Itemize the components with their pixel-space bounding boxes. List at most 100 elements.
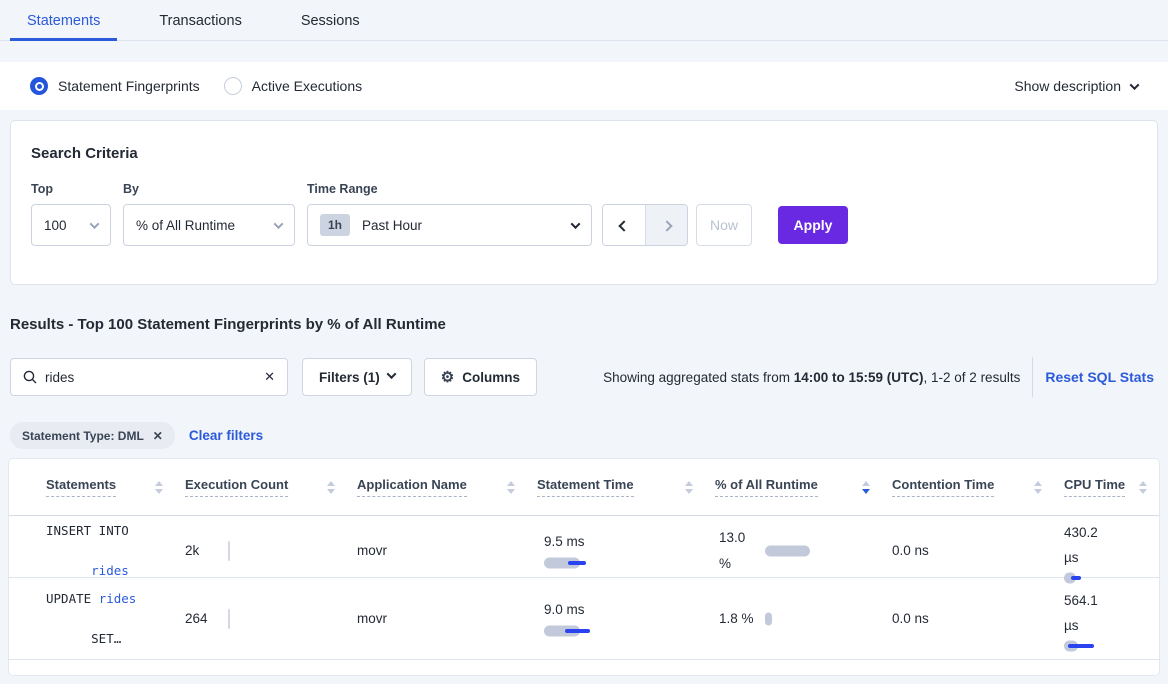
chevron-down-icon bbox=[1129, 79, 1140, 90]
runtime-pct-cell: 13.0 % bbox=[715, 516, 892, 585]
statement-time-cell: 9.0 ms bbox=[537, 578, 715, 659]
by-select[interactable]: % of All Runtime bbox=[123, 204, 295, 246]
sort-icon[interactable] bbox=[685, 480, 693, 494]
cpu-time-bar bbox=[1064, 639, 1134, 653]
columns-button-label: Columns bbox=[462, 369, 520, 385]
search-criteria-card: Search Criteria Top 100 By % of All Runt… bbox=[10, 120, 1158, 285]
execution-count-cell: 2k bbox=[185, 516, 357, 585]
statement-fingerprint-cell[interactable]: INSERT INTO rides bbox=[46, 522, 129, 578]
cpu-time-cell: 564.1 µs bbox=[1064, 578, 1159, 659]
chevron-down-icon bbox=[89, 218, 100, 229]
runtime-pct-bar bbox=[765, 612, 835, 626]
columns-button[interactable]: ⚙ Columns bbox=[423, 358, 537, 396]
chevron-down-icon bbox=[386, 369, 397, 380]
time-range-value: Past Hour bbox=[362, 217, 423, 233]
execution-count-cell: 264 bbox=[185, 578, 357, 659]
table-row[interactable]: INSERT INTO rides 2k movr 9.5 ms 13.0 % … bbox=[9, 516, 1159, 584]
by-label: By bbox=[123, 182, 139, 196]
remove-filter-icon[interactable]: ✕ bbox=[152, 428, 163, 443]
next-time-range-button[interactable] bbox=[645, 205, 687, 245]
radio-unselected-icon bbox=[223, 77, 242, 95]
top-label: Top bbox=[31, 182, 53, 196]
statement-link[interactable]: rides bbox=[98, 590, 137, 606]
filter-chip-label: Statement Type: DML bbox=[22, 428, 144, 443]
clear-filters-link[interactable]: Clear filters bbox=[188, 428, 264, 443]
runtime-pct-bar bbox=[765, 544, 835, 558]
results-title: Results - Top 100 Statement Fingerprints… bbox=[10, 316, 446, 333]
sort-icon[interactable] bbox=[1139, 480, 1147, 494]
contention-time-cell: 0.0 ns bbox=[892, 611, 929, 626]
results-controls: ✕ Filters (1) ⚙ Columns Showing aggregat… bbox=[10, 357, 1158, 397]
radio-selected-icon bbox=[30, 77, 48, 95]
now-button[interactable]: Now bbox=[696, 204, 752, 246]
aggregated-stats-text: Showing aggregated stats from 14:00 to 1… bbox=[603, 370, 1020, 385]
statement-time-bar bbox=[544, 624, 614, 638]
page-tabs: Statements Transactions Sessions bbox=[0, 0, 1168, 41]
column-header-cpu-time[interactable]: CPU Time bbox=[1064, 477, 1159, 497]
time-range-label: Time Range bbox=[307, 182, 378, 196]
radio-active-executions-label: Active Executions bbox=[251, 78, 363, 94]
sort-icon[interactable] bbox=[327, 480, 335, 494]
chevron-down-icon bbox=[273, 218, 284, 229]
statement-time-bar bbox=[544, 556, 614, 570]
sort-icon[interactable] bbox=[1034, 480, 1042, 494]
view-toggle-bar: Statement Fingerprints Active Executions… bbox=[0, 62, 1168, 110]
column-header-execution-count[interactable]: Execution Count bbox=[185, 477, 357, 497]
radio-active-executions[interactable]: Active Executions bbox=[223, 77, 363, 95]
filters-button-label: Filters (1) bbox=[319, 369, 380, 385]
top-select[interactable]: 100 bbox=[31, 204, 111, 246]
statement-link[interactable]: rides bbox=[91, 562, 129, 578]
previous-time-range-button[interactable] bbox=[603, 205, 645, 245]
table-header-row: Statements Execution Count Application N… bbox=[9, 459, 1159, 516]
statement-time-cell: 9.5 ms bbox=[537, 516, 715, 585]
search-criteria-title: Search Criteria bbox=[31, 145, 138, 162]
column-header-contention-time[interactable]: Contention Time bbox=[892, 477, 1064, 497]
column-header-statement-time[interactable]: Statement Time bbox=[537, 477, 715, 497]
results-search-box: ✕ bbox=[10, 358, 288, 396]
runtime-pct-cell: 1.8 % bbox=[715, 578, 892, 659]
filter-chip-statement-type[interactable]: Statement Type: DML ✕ bbox=[10, 422, 175, 449]
reset-sql-stats-link[interactable]: Reset SQL Stats bbox=[1045, 369, 1154, 385]
show-description-toggle[interactable]: Show description bbox=[1014, 78, 1140, 94]
tab-sessions[interactable]: Sessions bbox=[300, 13, 360, 29]
time-range-badge: 1h bbox=[320, 214, 351, 236]
time-range-select[interactable]: 1h Past Hour bbox=[307, 204, 592, 246]
stats-suffix: , 1-2 of 2 results bbox=[923, 369, 1021, 385]
column-header-application-name[interactable]: Application Name bbox=[357, 477, 537, 497]
sort-icon-active-desc[interactable] bbox=[862, 480, 870, 494]
stats-range: 14:00 to 15:59 (UTC) bbox=[793, 369, 924, 385]
column-header-statements[interactable]: Statements bbox=[46, 477, 185, 497]
application-name-cell: movr bbox=[357, 543, 387, 558]
radio-statement-fingerprints[interactable]: Statement Fingerprints bbox=[30, 77, 200, 95]
application-name-cell: movr bbox=[357, 611, 387, 626]
statements-table: Statements Execution Count Application N… bbox=[8, 458, 1160, 676]
chevron-down-icon bbox=[570, 218, 581, 229]
filter-chip-row: Statement Type: DML ✕ Clear filters bbox=[10, 422, 1158, 449]
table-row[interactable]: UPDATE rides SET… 264 movr 9.0 ms 1.8 % … bbox=[9, 578, 1159, 660]
tab-transactions[interactable]: Transactions bbox=[159, 13, 242, 29]
tab-statements[interactable]: Statements bbox=[10, 2, 118, 41]
statement-fingerprint-cell[interactable]: UPDATE rides SET… bbox=[46, 590, 137, 646]
column-header-runtime-pct[interactable]: % of All Runtime bbox=[715, 477, 892, 497]
sort-icon[interactable] bbox=[155, 480, 163, 494]
execution-count-bar bbox=[228, 608, 230, 629]
chevron-right-icon bbox=[660, 220, 673, 232]
time-range-step-buttons bbox=[602, 204, 688, 246]
contention-time-cell: 0.0 ns bbox=[892, 543, 929, 558]
cpu-time-cell: 430.2 µs bbox=[1064, 516, 1159, 585]
filters-button[interactable]: Filters (1) bbox=[302, 358, 412, 396]
stats-prefix: Showing aggregated stats from bbox=[603, 369, 794, 385]
gear-icon: ⚙ bbox=[440, 369, 455, 386]
sort-icon[interactable] bbox=[507, 480, 515, 494]
by-select-value: % of All Runtime bbox=[136, 217, 236, 233]
chevron-left-icon bbox=[618, 220, 630, 232]
divider bbox=[1032, 357, 1034, 397]
execution-count-bar bbox=[228, 540, 230, 561]
radio-statement-fingerprints-label: Statement Fingerprints bbox=[58, 78, 200, 94]
show-description-label: Show description bbox=[1014, 78, 1121, 94]
search-icon bbox=[23, 370, 37, 384]
clear-search-icon[interactable]: ✕ bbox=[264, 369, 275, 384]
search-input[interactable] bbox=[45, 369, 265, 385]
apply-button[interactable]: Apply bbox=[778, 206, 848, 244]
cpu-time-bar bbox=[1064, 571, 1134, 585]
